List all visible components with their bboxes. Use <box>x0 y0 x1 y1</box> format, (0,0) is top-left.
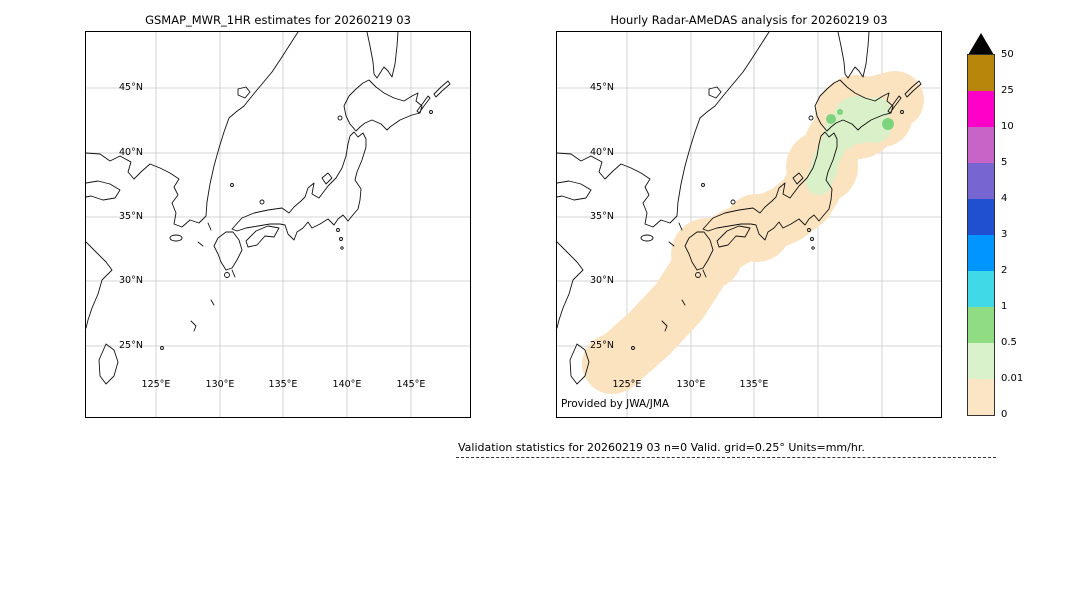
longitude-label: 125°E <box>612 379 642 390</box>
longitude-label: 135°E <box>739 379 769 390</box>
latitude-label: 40°N <box>590 147 614 158</box>
latitude-label: 35°N <box>590 211 614 222</box>
radar-map-svg <box>557 32 941 417</box>
latitude-label: 30°N <box>119 275 143 286</box>
radar-panel-title: Hourly Radar-AMeDAS analysis for 2026021… <box>610 13 888 27</box>
colorbar-segment <box>968 163 994 199</box>
colorbar-segments <box>967 54 995 416</box>
colorbar-segment <box>968 379 994 415</box>
colorbar-tick-label: 0 <box>1001 409 1008 420</box>
colorbar-segment <box>968 199 994 235</box>
longitude-label: 130°E <box>205 379 235 390</box>
gsmap-map-svg <box>86 32 470 417</box>
colorbar-tick-label: 0.01 <box>1001 373 1024 384</box>
dashed-separator-line <box>456 457 996 458</box>
colorbar-segment <box>968 127 994 163</box>
latitude-label: 45°N <box>590 82 614 93</box>
longitude-label: 130°E <box>676 379 706 390</box>
colorbar-segment <box>968 307 994 343</box>
longitude-label: 145°E <box>396 379 426 390</box>
colorbar-tick-label: 50 <box>1001 49 1014 60</box>
latitude-label: 45°N <box>119 82 143 93</box>
colorbar-segment <box>968 235 994 271</box>
validation-statistics-text: Validation statistics for 20260219 03 n=… <box>458 441 865 454</box>
colorbar-tick-label: 1 <box>1001 301 1008 312</box>
colorbar-tick-label: 0.5 <box>1001 337 1017 348</box>
colorbar-tick-label: 4 <box>1001 193 1008 204</box>
colorbar: 50 25 10 5 4 3 2 1 0.5 0.01 0 <box>967 33 1023 420</box>
colorbar-segment <box>968 55 994 91</box>
grid-lines <box>86 32 470 417</box>
precip-moderate-layer <box>826 109 894 130</box>
colorbar-segment <box>968 343 994 379</box>
longitude-label: 135°E <box>268 379 298 390</box>
longitude-label: 140°E <box>332 379 362 390</box>
colorbar-tick-labels: 50 25 10 5 4 3 2 1 0.5 0.01 0 <box>1001 33 1043 420</box>
colorbar-tick-label: 5 <box>1001 157 1008 168</box>
longitude-label: 125°E <box>141 379 171 390</box>
latitude-label: 25°N <box>590 340 614 351</box>
latitude-label: 40°N <box>119 147 143 158</box>
colorbar-tick-label: 3 <box>1001 229 1008 240</box>
radar-map-frame: Hourly Radar-AMeDAS analysis for 2026021… <box>556 13 942 418</box>
latitude-label: 25°N <box>119 340 143 351</box>
colorbar-segment <box>968 91 994 127</box>
gsmap-map-frame: GSMAP_MWR_1HR estimates for 20260219 03 … <box>85 13 471 418</box>
credit-text: Provided by JWA/JMA <box>561 398 670 410</box>
gsmap-panel-title: GSMAP_MWR_1HR estimates for 20260219 03 <box>145 13 411 27</box>
precip-light-layer <box>806 96 891 195</box>
colorbar-tick-label: 2 <box>1001 265 1008 276</box>
colorbar-tick-label: 10 <box>1001 121 1014 132</box>
latitude-label: 35°N <box>119 211 143 222</box>
colorbar-overflow-triangle <box>968 33 994 55</box>
colorbar-segment <box>968 271 994 307</box>
latitude-label: 30°N <box>590 275 614 286</box>
colorbar-tick-label: 25 <box>1001 85 1014 96</box>
